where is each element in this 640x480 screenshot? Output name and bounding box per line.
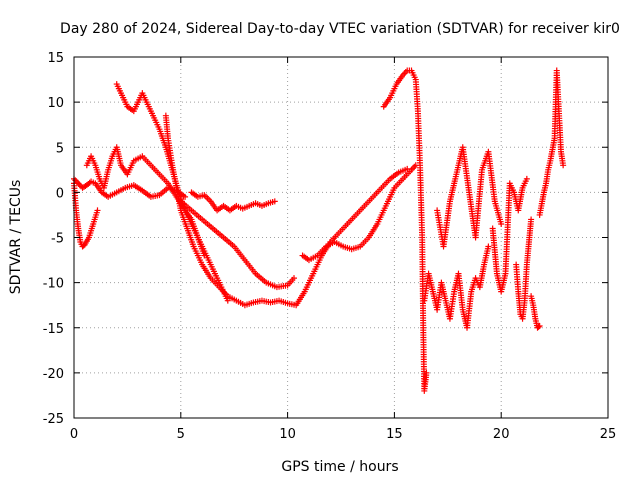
y-tick-label: 15 [47, 51, 64, 66]
series-track-6 [177, 198, 298, 291]
data-point [94, 207, 101, 214]
data-point [528, 216, 535, 223]
series-track-12 [489, 175, 530, 295]
data-point [271, 198, 278, 205]
series-track-13 [513, 216, 535, 322]
data-points [71, 67, 567, 394]
y-tick-label: 5 [56, 141, 64, 156]
series-track-14 [528, 293, 543, 331]
series-track-7 [188, 189, 278, 214]
y-axis-label: SDTVAR / TECUs [8, 180, 24, 295]
series-track-10 [421, 243, 492, 331]
y-tick-label: -5 [51, 232, 64, 247]
x-tick-label: 5 [177, 427, 185, 442]
y-tick-label: -10 [43, 277, 64, 292]
y-tick-label: -25 [43, 412, 64, 427]
series-track-9 [380, 67, 430, 394]
data-point [485, 243, 492, 250]
data-point [535, 323, 542, 330]
x-axis-label: GPS time / hours [281, 459, 398, 475]
x-tick-label: 10 [279, 427, 296, 442]
x-tick-label: 25 [600, 427, 617, 442]
series-track-8 [299, 162, 419, 264]
series-track-2 [71, 180, 101, 250]
series-track-15 [536, 67, 567, 218]
y-tick-label: 0 [56, 186, 64, 201]
data-point [523, 175, 530, 182]
y-tick-label: 10 [47, 96, 64, 111]
data-point [536, 322, 543, 329]
data-point [423, 369, 430, 376]
x-tick-label: 20 [493, 427, 510, 442]
data-point [560, 162, 567, 169]
y-tick-label: -15 [43, 322, 64, 337]
data-point [291, 275, 298, 282]
data-point [201, 252, 208, 259]
x-tick-label: 15 [386, 427, 403, 442]
y-tick-label: -20 [43, 367, 64, 382]
series-track-11 [434, 144, 505, 250]
x-tick-label: 0 [70, 427, 78, 442]
data-point [498, 220, 505, 227]
axis-ticks: 0 5 10 15 20 25 -25 -20 -15 -10 -5 0 5 10 15 [43, 51, 617, 442]
grid [74, 57, 608, 418]
series-track-5 [162, 112, 411, 309]
chart-title: Day 280 of 2024, Sidereal Day-to-day VTE… [60, 21, 620, 37]
